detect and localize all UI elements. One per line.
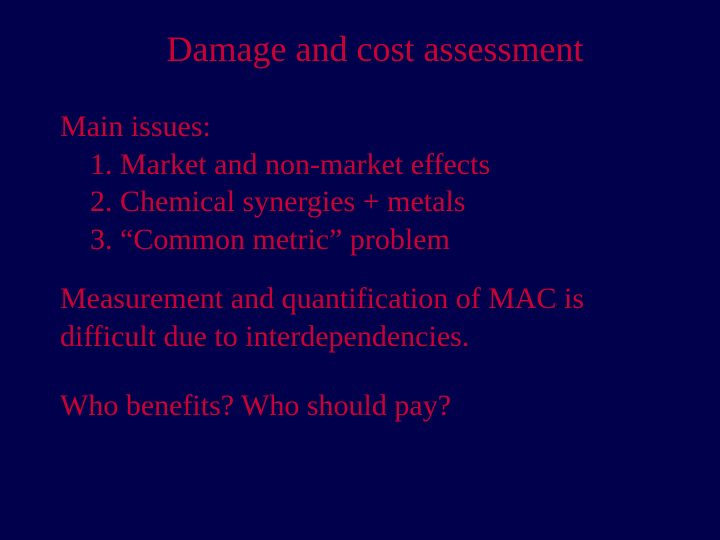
content-block: Main issues: 1. Market and non-market ef… <box>60 108 660 425</box>
slide: Damage and cost assessment Main issues: … <box>0 0 720 540</box>
spacer <box>60 355 660 387</box>
list-item: 2. Chemical synergies + metals <box>60 183 660 221</box>
slide-title: Damage and cost assessment <box>60 28 660 70</box>
list-item: 3. “Common metric” problem <box>60 221 660 259</box>
list-item: 1. Market and non-market effects <box>60 146 660 184</box>
issues-heading: Main issues: <box>60 108 660 146</box>
spacer <box>60 258 660 280</box>
paragraph: Who benefits? Who should pay? <box>60 387 660 425</box>
paragraph: Measurement and quantification of MAC is… <box>60 280 660 355</box>
